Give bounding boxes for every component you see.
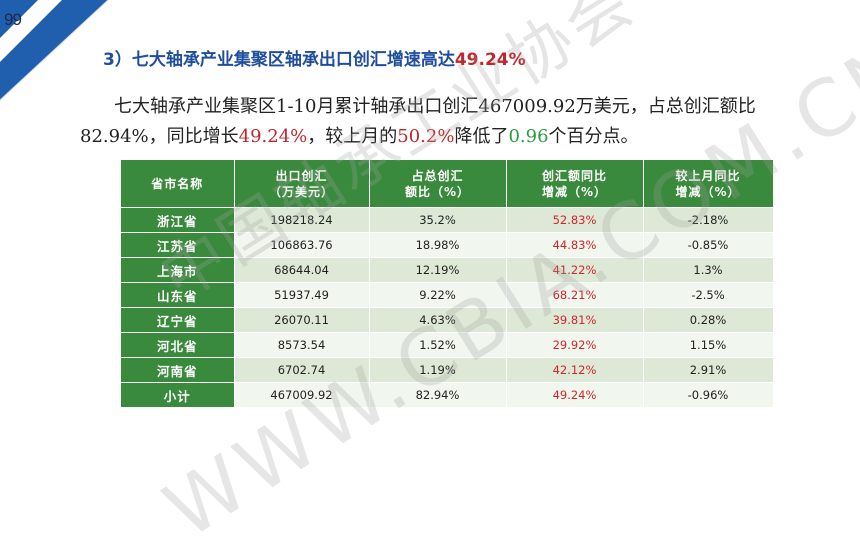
mom-value: -2.5% [643,282,774,308]
summary-paragraph: 七大轴承产业集聚区1-10月累计轴承出口创汇467009.92万美元，占总创汇额… [80,92,800,152]
mom-value: 1.3% [643,257,774,283]
share-value: 1.19% [369,357,507,383]
share-value: 9.22% [369,282,507,308]
yoy-value: 39.81% [506,307,644,333]
export-table: 省市名称 出口创汇 （万美元） 占总创汇 额比（%） 创汇额同比 增减（%） 较上月同… [121,160,774,407]
table-row: 山东省 51937.49 9.22% 68.21% -2.5% [121,282,774,308]
paragraph-text-e: 降低了 [454,126,509,147]
province-name: 山东省 [121,282,235,308]
page-number: 99 [4,10,22,29]
last-month-value: 50.2% [397,126,455,147]
mom-value: 2.91% [643,357,774,383]
province-name: 河北省 [121,332,235,358]
mom-value: -0.85% [643,232,774,258]
decrease-value: 0.96 [508,126,549,147]
table-row: 河南省 6702.74 1.19% 42.12% 2.91% [121,357,774,383]
export-value: 51937.49 [234,282,370,308]
province-name: 河南省 [121,357,235,383]
table-row: 浙江省 198218.24 35.2% 52.83% -2.18% [121,207,774,233]
yoy-value: 41.22% [506,257,644,283]
total-label: 小计 [121,382,235,407]
export-value: 68644.04 [234,257,370,283]
header-yoy: 创汇额同比 增减（%） [506,160,644,208]
province-name: 浙江省 [121,207,235,233]
export-value: 106863.76 [234,232,370,258]
mom-value: -2.18% [643,207,774,233]
paragraph-line-1: 七大轴承产业集聚区1-10月累计轴承出口创汇467009.92万美元，占总创汇额… [114,96,756,117]
share-value: 35.2% [369,207,507,233]
share-value: 18.98% [369,232,507,258]
share-value: 12.19% [369,257,507,283]
yoy-value: 42.12% [506,357,644,383]
heading-text: 3）七大轴承产业集聚区轴承出口创汇增速高达 [103,50,455,70]
share-value: 1.52% [369,332,507,358]
yoy-value: 29.92% [506,332,644,358]
export-value: 198218.24 [234,207,370,233]
paragraph-line-2: 82.94%，同比增长49.24%，较上月的50.2%降低了0.96个百分点。 [80,122,800,152]
export-value: 26070.11 [234,307,370,333]
header-export: 出口创汇 （万美元） [234,160,370,208]
province-name: 辽宁省 [121,307,235,333]
share-value: 4.63% [369,307,507,333]
province-name: 上海市 [121,257,235,283]
share-value: 82.94% [369,382,507,407]
paragraph-text-c: ，较上月的 [307,126,398,147]
table-row: 江苏省 106863.76 18.98% 44.83% -0.85% [121,232,774,258]
paragraph-text-g: 个百分点。 [548,126,639,147]
table-row-total: 小计 467009.92 82.94% 49.24% -0.96% [121,382,774,407]
mom-value: 0.28% [643,307,774,333]
export-value: 467009.92 [234,382,370,407]
table-row: 辽宁省 26070.11 4.63% 39.81% 0.28% [121,307,774,333]
export-value: 6702.74 [234,357,370,383]
table-header-row: 省市名称 出口创汇 （万美元） 占总创汇 额比（%） 创汇额同比 增减（%） 较上月同… [121,160,774,208]
corner-decoration [0,0,109,101]
table-row: 上海市 68644.04 12.19% 41.22% 1.3% [121,257,774,283]
yoy-value: 52.83% [506,207,644,233]
yoy-value: 49.24% [506,382,644,407]
paragraph-text-a: 82.94%，同比增长 [80,126,239,147]
header-share: 占总创汇 额比（%） [369,160,507,208]
table-row: 河北省 8573.54 1.52% 29.92% 1.15% [121,332,774,358]
growth-value: 49.24% [238,126,308,147]
yoy-value: 68.21% [506,282,644,308]
heading-highlight: 49.24% [454,50,526,70]
header-province: 省市名称 [121,160,235,208]
section-heading: 3）七大轴承产业集聚区轴承出口创汇增速高达49.24% [103,45,526,70]
yoy-value: 44.83% [506,232,644,258]
header-mom: 较上月同比 增减（%） [643,160,774,208]
province-name: 江苏省 [121,232,235,258]
mom-value: 1.15% [643,332,774,358]
mom-value: -0.96% [643,382,774,407]
export-value: 8573.54 [234,332,370,358]
